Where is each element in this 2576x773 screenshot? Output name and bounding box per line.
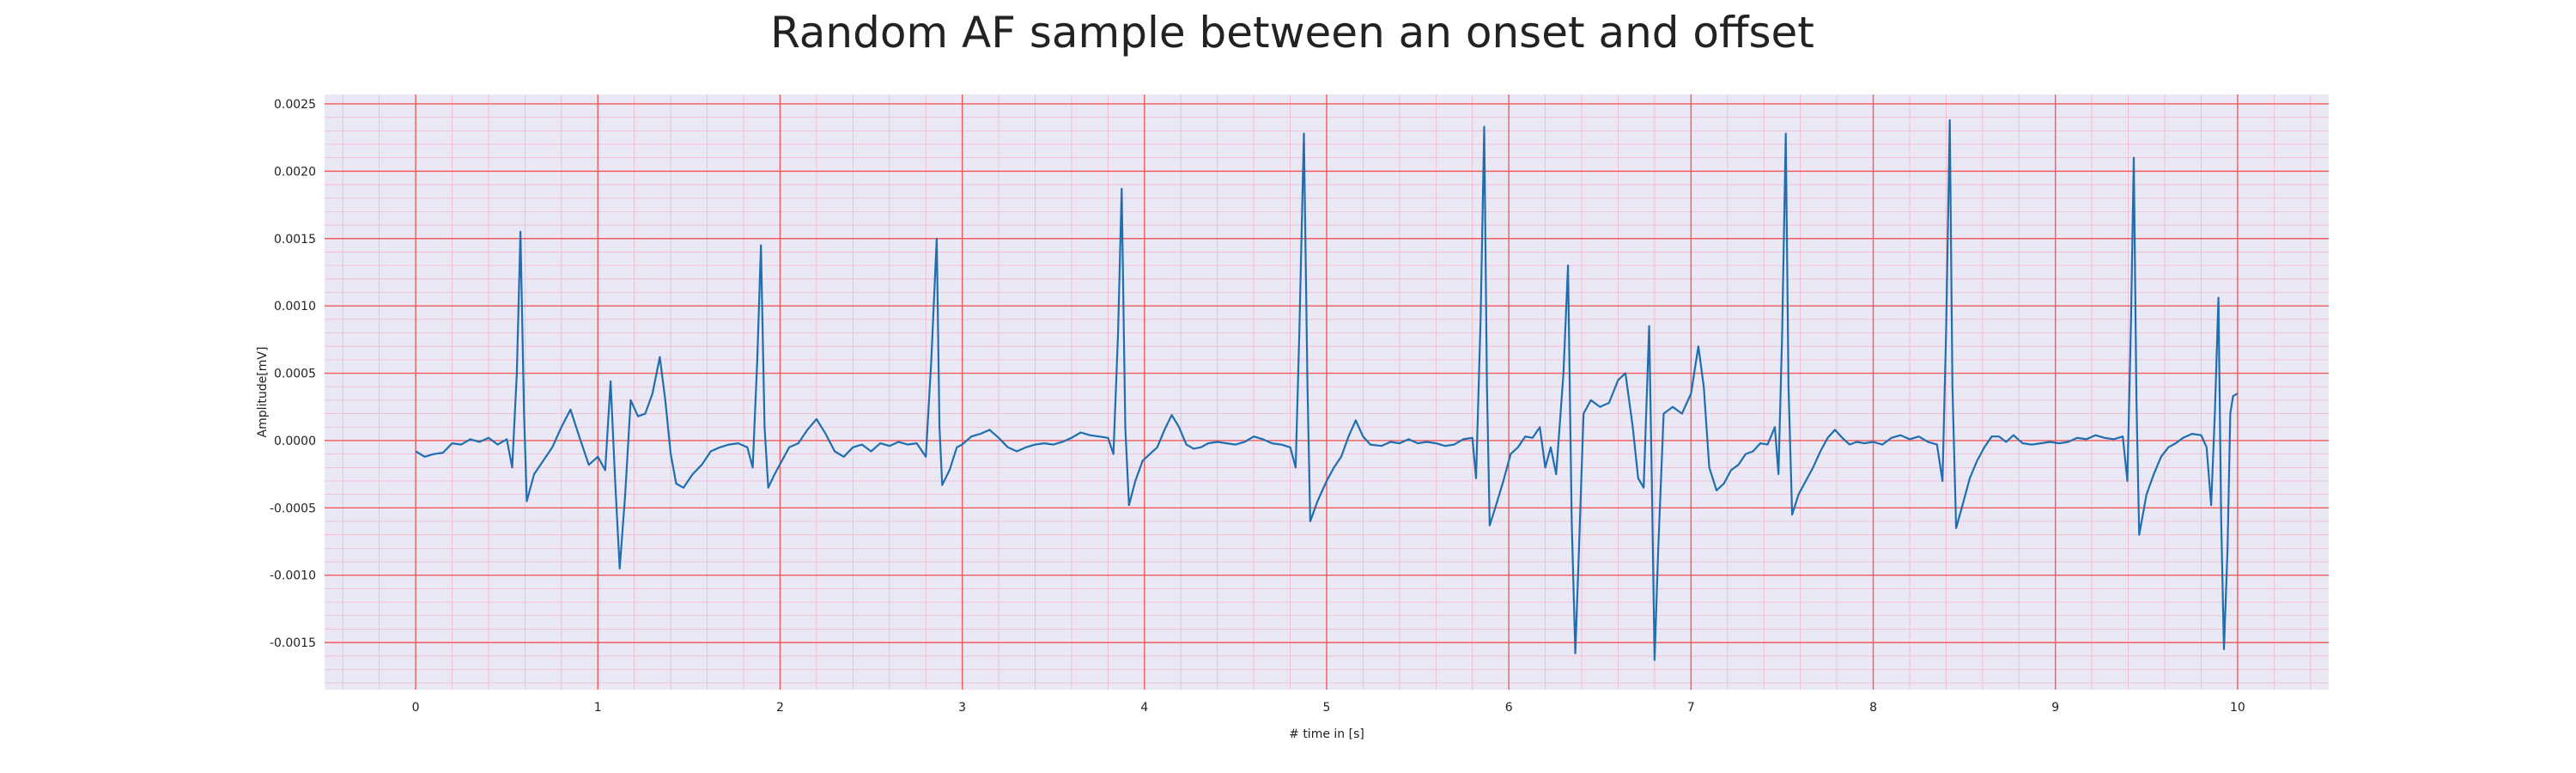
y-tick-label: 0.0010 — [274, 300, 316, 313]
x-tick-label: 4 — [1140, 701, 1148, 715]
x-axis: 0 1 2 3 4 5 6 7 8 9 10 — [412, 701, 2245, 715]
x-tick-label: 5 — [1323, 701, 1331, 715]
x-tick-label: 0 — [412, 701, 420, 715]
y-tick-label: -0.0005 — [270, 502, 316, 515]
y-axis-label: Amplitude[mV] — [256, 347, 270, 438]
y-tick-label: -0.0010 — [270, 569, 316, 583]
x-tick-label: 7 — [1687, 701, 1695, 715]
x-tick-label: 9 — [2051, 701, 2059, 715]
x-tick-label: 8 — [1869, 701, 1877, 715]
ecg-series-line — [415, 119, 2239, 661]
y-axis: -0.0015 -0.0010 -0.0005 0.0000 0.0005 0.0010 0… — [270, 98, 316, 650]
x-axis-label: # time in [s] — [1289, 727, 1364, 741]
y-tick-label: -0.0015 — [270, 636, 316, 650]
x-tick-label: 3 — [958, 701, 966, 715]
y-tick-label: 0.0015 — [274, 233, 316, 247]
x-tick-label: 2 — [776, 701, 784, 715]
chart-title: Random AF sample between an onset and of… — [770, 8, 1814, 58]
x-tick-label: 6 — [1505, 701, 1513, 715]
y-tick-label: 0.0020 — [274, 165, 316, 179]
x-tick-label: 10 — [2230, 701, 2245, 715]
x-tick-label: 1 — [594, 701, 602, 715]
y-tick-label: 0.0025 — [274, 98, 316, 112]
y-tick-label: 0.0005 — [274, 368, 316, 381]
y-tick-label: 0.0000 — [274, 435, 316, 448]
